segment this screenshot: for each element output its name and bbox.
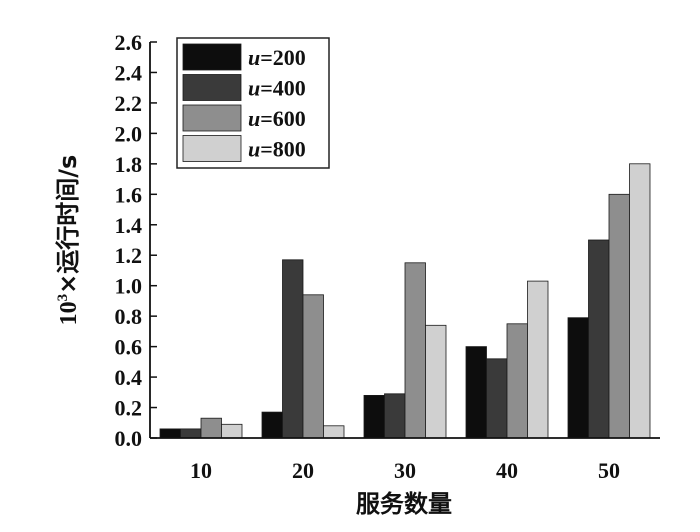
x-axis-title: 服务数量	[356, 490, 452, 518]
y-tick-label: 2.6	[115, 30, 143, 55]
y-tick-label: 1.0	[115, 274, 143, 299]
legend-swatch	[182, 135, 242, 162]
y-tick-label: 0.2	[115, 396, 143, 421]
y-tick-label: 1.2	[115, 243, 143, 268]
bar-1-10	[159, 428, 181, 439]
bar-1-20	[261, 411, 283, 439]
x-tick-label: 50	[598, 458, 620, 483]
bar-4-10	[221, 423, 243, 439]
plot-area	[159, 163, 651, 439]
x-tick-label: 10	[190, 458, 212, 483]
bar-2-50	[588, 239, 610, 439]
y-axis-title-exponent: 3	[55, 294, 71, 302]
bar-3-20	[302, 294, 324, 439]
bar-1-50	[567, 317, 589, 439]
y-tick-label: 1.4	[115, 213, 143, 238]
y-tick-label: 0.0	[115, 426, 143, 451]
y-tick-label: 0.6	[115, 335, 143, 360]
x-tick-label: 30	[394, 458, 416, 483]
y-tick-label: 0.8	[115, 304, 143, 329]
x-tick-label: 20	[292, 458, 314, 483]
x-tick-label: 40	[496, 458, 518, 483]
bar-2-20	[282, 259, 304, 439]
legend: u=200 u=400 u=600 u=800	[176, 37, 330, 169]
axes	[149, 42, 660, 439]
legend-swatch	[182, 74, 242, 101]
bar-3-40	[506, 323, 528, 439]
y-axis-title-text: ×运行时间/s	[54, 155, 82, 294]
legend-label: u=200	[248, 45, 306, 70]
bar-3-30	[404, 262, 426, 439]
bar-4-40	[527, 280, 549, 439]
bar-4-50	[629, 163, 651, 439]
bar-1-30	[363, 394, 385, 439]
bar-2-30	[384, 393, 406, 439]
bar-2-10	[180, 428, 202, 439]
y-tick-label: 2.4	[115, 60, 143, 85]
y-tick-label: 0.4	[115, 365, 143, 390]
bar-3-10	[200, 417, 222, 439]
legend-label: u=400	[248, 76, 306, 101]
bar-2-40	[486, 358, 508, 439]
y-tick-label: 2.0	[115, 121, 143, 146]
legend-label: u=600	[248, 106, 306, 131]
y-tick-label: 2.2	[115, 91, 143, 116]
y-axis-ticks: 0.0 0.2 0.4 0.6 0.8 1.0 1.2 1.4 1.6 1.8 2.0 2.2 2.4 2…	[115, 30, 157, 451]
y-tick-label: 1.8	[115, 152, 143, 177]
legend-label: u=800	[248, 137, 306, 162]
y-tick-label: 1.6	[115, 182, 143, 207]
bar-4-20	[323, 425, 345, 439]
bar-1-40	[465, 346, 487, 439]
y-axis-title: 103×运行时间/s	[54, 155, 82, 326]
x-axis-ticks: 10 20 30 40 50	[190, 458, 620, 483]
legend-swatch	[182, 104, 242, 132]
y-axis-title-base: 10	[56, 301, 82, 325]
bar-4-30	[425, 324, 447, 439]
bar-3-50	[608, 193, 630, 439]
legend-swatch	[182, 43, 242, 71]
